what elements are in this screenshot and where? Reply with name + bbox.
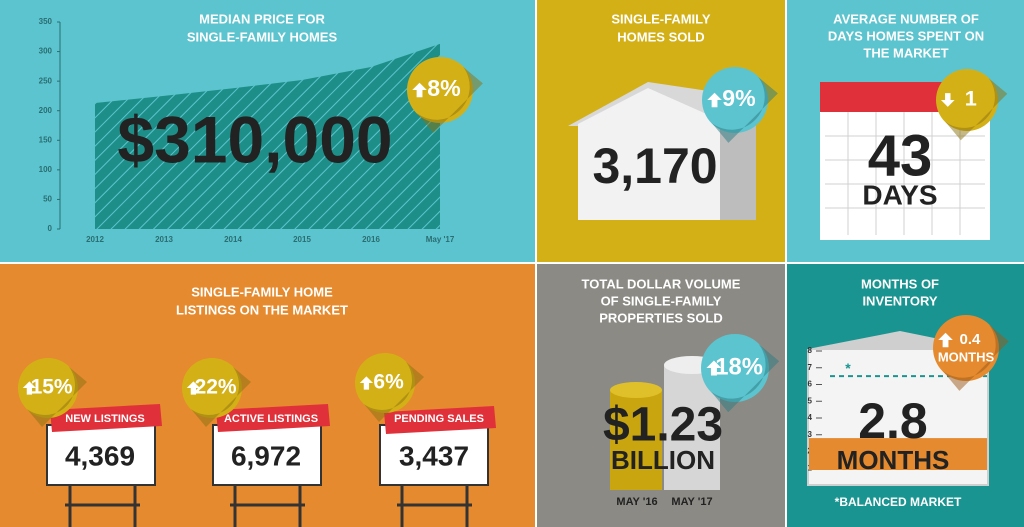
- y-tick-label: 7: [808, 363, 813, 372]
- x-tick-label: 2014: [224, 235, 242, 244]
- badge-arrow: [22, 381, 36, 395]
- y-tick-label: 6: [808, 380, 813, 389]
- signs: [65, 485, 472, 527]
- y-tick-label: 350: [39, 17, 53, 26]
- badge-circle: [182, 358, 242, 418]
- badge-arrow: [938, 332, 953, 348]
- badge: 22%: [182, 358, 251, 427]
- sign: [379, 424, 489, 486]
- panel-title: LISTINGS ON THE MARKET: [176, 302, 348, 317]
- marker: *: [845, 360, 851, 376]
- panel-title: MEDIAN PRICE FOR: [199, 11, 325, 26]
- house: [578, 88, 720, 220]
- x-tick-label: 2013: [155, 235, 173, 244]
- bar-label: MAY '16: [616, 496, 657, 508]
- badge-circle: [701, 334, 769, 402]
- bar: [809, 438, 987, 470]
- badge: 15%: [18, 358, 87, 427]
- y-tick-label: 50: [43, 195, 52, 204]
- badge-circle: [702, 67, 768, 133]
- badge-value: 15%: [31, 376, 73, 399]
- badge-value: 8%: [427, 75, 460, 101]
- coin-top: [610, 382, 662, 398]
- y-tick-label: 3: [808, 430, 813, 439]
- y-tick-label: 100: [39, 165, 53, 174]
- panel-title: SINGLE-FAMILY HOME: [191, 284, 333, 299]
- badge-circle: [355, 353, 415, 413]
- area: [95, 43, 440, 229]
- unit: MONTHS: [837, 445, 950, 475]
- coin-stack: [610, 390, 662, 490]
- sign-banner: [50, 404, 162, 432]
- badge-value: 6%: [373, 371, 404, 394]
- badge-unit: MONTHS: [938, 349, 995, 364]
- x-tick-label: 2015: [293, 235, 311, 244]
- panel-title: MONTHS OF: [861, 276, 939, 291]
- badge-arrow: [940, 93, 955, 107]
- badge-value: 0.4: [960, 331, 982, 348]
- unit: BILLION: [611, 445, 715, 475]
- sign-banner: [216, 404, 330, 432]
- big-value: $310,000: [117, 102, 392, 176]
- y-tick-label: 8: [808, 346, 813, 355]
- x-tick-label: 2012: [86, 235, 104, 244]
- y-tick-label: 150: [39, 135, 53, 144]
- badge-arrow: [186, 381, 200, 395]
- panel-title: DAYS HOMES SPENT ON: [828, 28, 984, 43]
- big-value: $1.23: [603, 399, 723, 452]
- panel-title: THE MARKET: [863, 45, 948, 60]
- panel-title: OF SINGLE-FAMILY: [601, 293, 722, 308]
- sign: [212, 424, 322, 486]
- panel-title: SINGLE-FAMILY HOMES: [187, 29, 338, 44]
- sign-label: NEW LISTINGS: [65, 413, 144, 425]
- x-tick-label: 2016: [362, 235, 380, 244]
- badge-value: 22%: [195, 376, 237, 399]
- badge: 6%: [355, 353, 424, 422]
- sign-banner: [384, 406, 496, 434]
- badge-arrow: [359, 376, 373, 390]
- y-tick-label: 250: [39, 76, 53, 85]
- sign-value: 4,369: [65, 440, 135, 471]
- badge-circle: [18, 358, 78, 418]
- badge-circle: [936, 69, 998, 131]
- big-value: 43: [868, 123, 933, 188]
- badge: 1: [936, 69, 1008, 141]
- y-tick-label: 200: [39, 106, 53, 115]
- y-tick-label: 0: [48, 224, 53, 233]
- badge: 18%: [701, 334, 780, 413]
- badge-value: 1: [965, 86, 977, 111]
- badge-arrow: [412, 82, 427, 98]
- big-value: 2.8: [858, 393, 928, 449]
- big-value: 3,170: [592, 138, 717, 194]
- badge: 8%: [407, 57, 483, 133]
- badge-arrow: [707, 92, 722, 108]
- badge-arrow: [706, 360, 722, 376]
- sign-label: PENDING SALES: [394, 413, 484, 425]
- panel-title: INVENTORY: [862, 293, 937, 308]
- badge-value: 9%: [722, 85, 755, 111]
- bar-label: MAY '17: [671, 496, 712, 508]
- y-tick-label: 300: [39, 47, 53, 56]
- y-tick-label: 5: [808, 396, 813, 405]
- panel-title: SINGLE-FAMILY: [611, 11, 711, 26]
- x-tick-label: May '17: [426, 235, 455, 244]
- sign-value: 6,972: [231, 440, 301, 471]
- panel-title: PROPERTIES SOLD: [599, 310, 723, 325]
- panel-title: HOMES SOLD: [617, 29, 704, 44]
- badge-circle: [407, 57, 473, 123]
- unit: DAYS: [862, 179, 937, 210]
- sign-label: ACTIVE LISTINGS: [224, 413, 318, 425]
- badge-value: 18%: [715, 353, 763, 380]
- badge: 9%: [702, 67, 778, 143]
- y-tick-label: 4: [808, 413, 813, 422]
- calendar-grid: [825, 112, 985, 235]
- panel-title: AVERAGE NUMBER OF: [833, 11, 979, 26]
- note: *BALANCED MARKET: [835, 495, 962, 509]
- sign-value: 3,437: [399, 440, 469, 471]
- panel-title: TOTAL DOLLAR VOLUME: [582, 276, 741, 291]
- badge-circle: [933, 315, 999, 381]
